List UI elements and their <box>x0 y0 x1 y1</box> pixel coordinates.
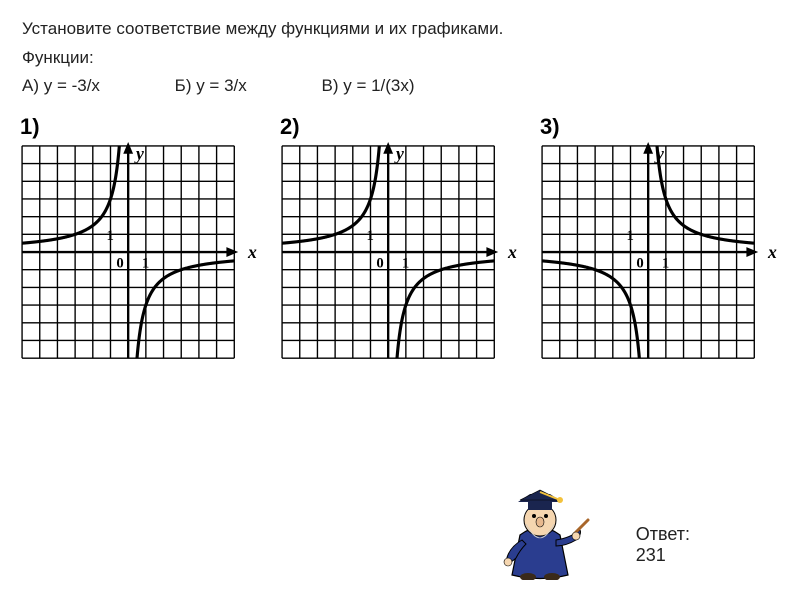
task-line2: Функции: <box>22 47 778 70</box>
answer-block: Ответ: 231 <box>636 524 690 566</box>
answer-label: Ответ: <box>636 524 690 545</box>
graph-3-label: 3) <box>538 114 778 140</box>
svg-text:1: 1 <box>402 256 409 272</box>
svg-text:1: 1 <box>627 228 634 244</box>
graph-2: 2) yx011 <box>278 114 518 366</box>
svg-text:x: x <box>767 242 777 262</box>
svg-text:1: 1 <box>107 228 114 244</box>
svg-text:0: 0 <box>376 256 383 272</box>
mascot-icon <box>490 480 590 580</box>
svg-text:1: 1 <box>367 228 374 244</box>
graph-3: 3) yx011 <box>538 114 778 366</box>
function-options: А) y = -3/x Б) y = 3/x В) y = 1/(3x) <box>22 76 778 96</box>
svg-text:x: x <box>507 242 517 262</box>
graphs-row: 1) yx011 2) yx011 3) yx011 <box>18 114 778 366</box>
graph-3-svg: yx011 <box>538 142 778 366</box>
option-b: Б) y = 3/x <box>175 76 247 96</box>
svg-text:y: y <box>134 144 144 164</box>
svg-text:x: x <box>247 242 257 262</box>
graph-1: 1) yx011 <box>18 114 258 366</box>
task-line1: Установите соответствие между функциями … <box>22 18 778 41</box>
graph-2-label: 2) <box>278 114 518 140</box>
option-c: В) y = 1/(3x) <box>322 76 415 96</box>
graph-2-svg: yx011 <box>278 142 518 366</box>
answer-value: 231 <box>636 545 690 566</box>
option-a: А) y = -3/x <box>22 76 100 96</box>
svg-text:1: 1 <box>142 256 149 272</box>
svg-text:0: 0 <box>116 256 123 272</box>
svg-text:y: y <box>394 144 404 164</box>
svg-text:1: 1 <box>662 256 669 272</box>
graph-1-svg: yx011 <box>18 142 258 366</box>
svg-text:0: 0 <box>636 256 643 272</box>
graph-1-label: 1) <box>18 114 258 140</box>
